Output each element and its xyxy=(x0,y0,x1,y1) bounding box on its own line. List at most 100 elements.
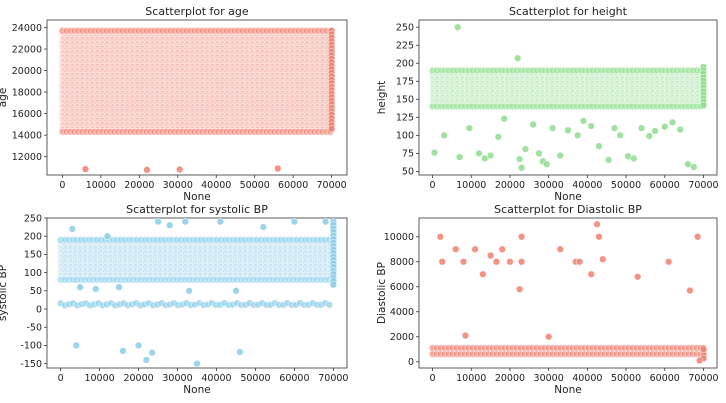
band-point xyxy=(93,54,102,62)
band-point xyxy=(158,40,167,48)
band-point xyxy=(208,72,217,80)
band-point xyxy=(226,267,235,275)
band-point xyxy=(286,249,295,257)
band-point xyxy=(243,85,252,93)
band-point xyxy=(273,85,282,93)
band-point xyxy=(443,93,452,102)
band-point xyxy=(448,80,457,88)
band-point xyxy=(498,89,507,97)
outlier-point xyxy=(290,218,299,226)
band-point xyxy=(538,93,547,102)
band-point xyxy=(108,54,117,62)
band-point xyxy=(573,93,582,102)
band-point xyxy=(103,94,112,102)
band-point xyxy=(313,103,322,111)
y-tick-label: 24000 xyxy=(12,23,42,34)
y-tick-label: 50 xyxy=(30,286,42,297)
band-point xyxy=(653,75,662,84)
band-point xyxy=(258,54,267,62)
band-point xyxy=(123,90,132,98)
band-point xyxy=(218,108,227,116)
outlier-point xyxy=(514,54,522,62)
band-point xyxy=(148,67,157,75)
band-point xyxy=(168,81,177,89)
band-point xyxy=(203,99,212,107)
band-point xyxy=(266,263,275,271)
band-point xyxy=(113,103,122,111)
band-point xyxy=(216,263,225,271)
band-point xyxy=(163,45,172,53)
band-point xyxy=(188,58,197,66)
band-point xyxy=(268,112,277,120)
band-point xyxy=(278,90,287,98)
band-point xyxy=(433,93,442,102)
band-point xyxy=(73,76,82,84)
band-point xyxy=(203,72,212,80)
band-point xyxy=(318,40,327,48)
band-point xyxy=(126,263,135,271)
band-point xyxy=(271,258,280,266)
band-point xyxy=(88,81,97,89)
band-point xyxy=(196,245,205,253)
band-point xyxy=(193,85,202,93)
band-point xyxy=(158,112,167,120)
band-point xyxy=(218,36,227,44)
band-point xyxy=(233,49,242,57)
band-point xyxy=(593,75,602,84)
band-point xyxy=(108,76,117,84)
band-point xyxy=(303,103,312,111)
x-tick-label: 20000 xyxy=(123,373,153,384)
band-point xyxy=(218,94,227,102)
band-point xyxy=(253,63,262,71)
outlier-point xyxy=(506,258,514,266)
band-point xyxy=(103,54,112,62)
band-point xyxy=(128,67,137,75)
band-point xyxy=(493,93,502,102)
band-point xyxy=(78,49,87,57)
band-point xyxy=(58,58,67,66)
band-point xyxy=(288,121,297,129)
band-point xyxy=(178,40,187,48)
band-point xyxy=(223,94,232,102)
band-point xyxy=(428,80,437,88)
band-point xyxy=(498,93,507,102)
band-point xyxy=(188,36,197,44)
band-point xyxy=(93,94,102,102)
band-point xyxy=(118,63,127,71)
band-point xyxy=(243,81,252,89)
band-point xyxy=(513,75,522,84)
band-point xyxy=(83,90,92,98)
band-point xyxy=(198,45,207,53)
band-point xyxy=(113,40,122,48)
band-point xyxy=(523,75,532,84)
band-point xyxy=(523,93,532,102)
band-point xyxy=(138,103,147,111)
band-point xyxy=(678,75,687,84)
band-point xyxy=(528,80,537,88)
band-point xyxy=(196,254,205,262)
band-point xyxy=(161,263,170,271)
band-point xyxy=(268,99,277,107)
band-point xyxy=(453,93,462,102)
band-point xyxy=(126,245,135,253)
band-point xyxy=(188,40,197,48)
band-point xyxy=(293,76,302,84)
band-point xyxy=(108,81,117,89)
band-point xyxy=(243,54,252,62)
band-point xyxy=(181,254,190,262)
band-point xyxy=(306,245,315,253)
band-point xyxy=(56,263,65,271)
band-point xyxy=(273,117,282,125)
band-point xyxy=(318,103,327,111)
band-point xyxy=(146,267,155,275)
band-point xyxy=(173,36,182,44)
band-point xyxy=(293,36,302,44)
band-point xyxy=(251,249,260,257)
band-point xyxy=(318,108,327,116)
x-tick-label: 30000 xyxy=(534,373,564,384)
band-point xyxy=(126,249,135,257)
band-point xyxy=(256,245,265,253)
band-point xyxy=(213,85,222,93)
outlier-point xyxy=(630,154,638,163)
band-point xyxy=(208,45,217,53)
